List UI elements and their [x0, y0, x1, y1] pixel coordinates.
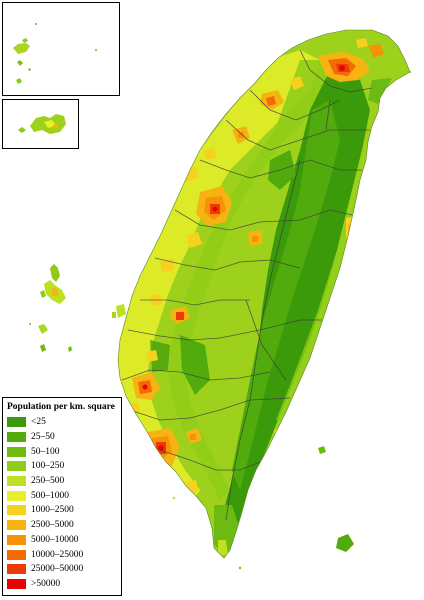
- legend-swatch: [7, 490, 26, 501]
- legend-label: 50–100: [31, 446, 60, 457]
- legend-item: <25: [7, 415, 117, 430]
- legend-swatch: [7, 505, 26, 516]
- matsu-islands: [13, 23, 97, 84]
- legend-label: 100–250: [31, 461, 65, 472]
- legend-swatch: [7, 461, 26, 472]
- tainan-hotspot: [132, 372, 160, 400]
- legend-swatch: [7, 578, 26, 589]
- legend-title: Population per km. square: [7, 402, 115, 412]
- legend-label: <25: [31, 417, 46, 428]
- taiwan-main-island: [118, 30, 410, 558]
- legend-label: 2500–5000: [31, 520, 74, 531]
- legend-item: 100–250: [7, 459, 117, 474]
- legend-swatch: [7, 520, 26, 531]
- population-density-legend: Population per km. square <25 25–50 50–100…: [2, 397, 122, 596]
- green-island: [318, 446, 326, 454]
- taiwan-coastline: [117, 29, 411, 559]
- orchid-island: [336, 534, 354, 552]
- legend-swatch: [7, 446, 26, 457]
- legend-label: 250–500: [31, 476, 65, 487]
- legend-item: 1000–2500: [7, 503, 117, 518]
- legend-label: 10000–25000: [31, 549, 84, 560]
- legend-label: 500–1000: [31, 490, 69, 501]
- legend-item: 5000–10000: [7, 533, 117, 548]
- legend-swatch: [7, 476, 26, 487]
- county-boundaries: [121, 49, 373, 521]
- kinmen-islands: [18, 114, 66, 134]
- legend-swatch: [7, 432, 26, 443]
- outlying-islands: [112, 71, 411, 570]
- legend-item: 25000–50000: [7, 562, 117, 577]
- urban-density-areas: [128, 38, 388, 554]
- legend-label: >50000: [31, 578, 61, 589]
- yilan-hotspot: [374, 118, 388, 134]
- legend-swatch: [7, 549, 26, 560]
- taichung-hotspot: [182, 166, 232, 226]
- legend-item: 50–100: [7, 444, 117, 459]
- taipei-hotspot: [318, 38, 384, 82]
- legend-swatch: [7, 417, 26, 428]
- legend-item: 25–50: [7, 430, 117, 445]
- legend-item: 500–1000: [7, 488, 117, 503]
- legend-swatch: [7, 564, 26, 575]
- legend-label: 25–50: [31, 432, 55, 443]
- legend-label: 1000–2500: [31, 505, 74, 516]
- legend-swatch: [7, 534, 26, 545]
- penghu-islands: [29, 264, 72, 352]
- legend-label: 25000–50000: [31, 564, 84, 575]
- legend-item: 250–500: [7, 474, 117, 489]
- legend-item: 2500–5000: [7, 518, 117, 533]
- chiayi-hotspot: [170, 306, 190, 324]
- legend-item: >50000: [7, 577, 117, 592]
- legend-label: 5000–10000: [31, 534, 79, 545]
- legend-item: 10000–25000: [7, 547, 117, 562]
